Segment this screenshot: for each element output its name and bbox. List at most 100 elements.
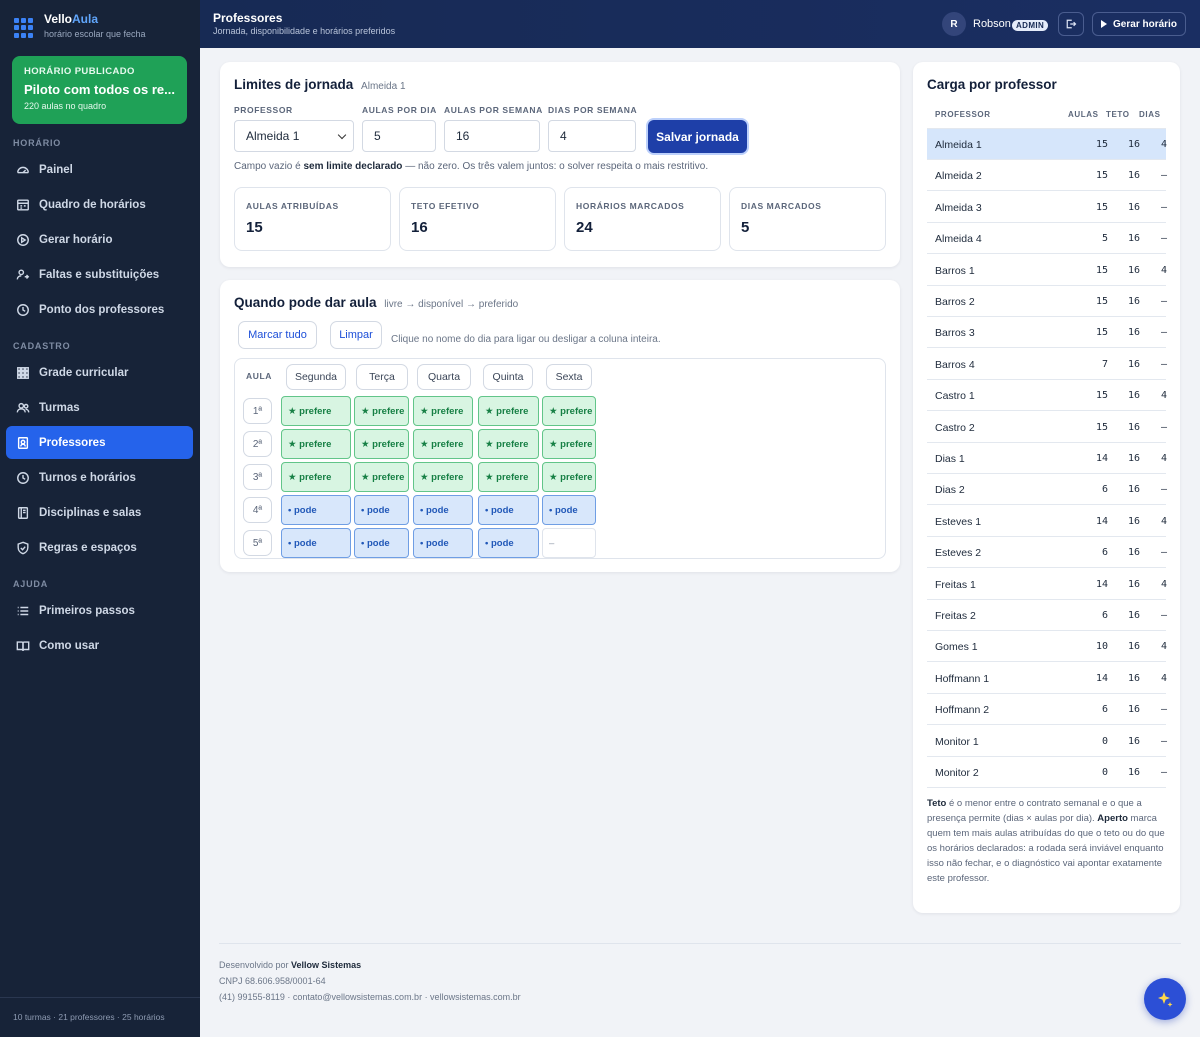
- availability-cell[interactable]: • pode: [354, 528, 409, 558]
- day-toggle-segunda[interactable]: Segunda: [286, 364, 346, 390]
- table-row[interactable]: Barros 1 15 16 4: [927, 255, 1167, 286]
- save-workload-button[interactable]: Salvar jornada: [648, 120, 747, 153]
- nav-item-como-usar[interactable]: Como usar: [6, 629, 193, 662]
- day-toggle-terca[interactable]: Terça: [356, 364, 408, 390]
- availability-cell[interactable]: • pode: [354, 495, 409, 525]
- day-toggle-sexta[interactable]: Sexta: [546, 364, 592, 390]
- table-row[interactable]: Almeida 4 5 16 –: [927, 223, 1167, 255]
- table-row[interactable]: Almeida 3 15 16 –: [927, 192, 1167, 223]
- nav-item-regras[interactable]: Regras e espaços: [6, 531, 193, 564]
- avatar[interactable]: R: [942, 12, 966, 36]
- per-day-input[interactable]: 5: [362, 120, 436, 152]
- stat-value: 24: [576, 219, 593, 236]
- table-row[interactable]: Dias 1 14 16 4: [927, 443, 1167, 474]
- slot-row-label[interactable]: 3ª: [243, 464, 272, 490]
- availability-cell[interactable]: –: [542, 528, 596, 558]
- assigned-lessons: 15: [1095, 327, 1108, 339]
- grid-icon: [15, 365, 30, 380]
- nav-item-grade[interactable]: Grade curricular: [6, 356, 193, 389]
- nav-item-gerar[interactable]: Gerar horário: [6, 223, 193, 256]
- effective-cap: 16: [1127, 233, 1140, 245]
- marked-days: –: [1160, 547, 1167, 559]
- availability-cell[interactable]: ★ prefere: [354, 429, 409, 459]
- effective-cap: 16: [1127, 390, 1140, 402]
- day-toggle-quarta[interactable]: Quarta: [417, 364, 471, 390]
- availability-cell[interactable]: ★ prefere: [542, 429, 596, 459]
- nav-item-painel[interactable]: Painel: [6, 153, 193, 186]
- professor-select[interactable]: Almeida 1: [234, 120, 354, 152]
- table-row[interactable]: Esteves 1 14 16 4: [927, 506, 1167, 537]
- availability-cell[interactable]: ★ prefere: [478, 396, 539, 426]
- slot-row-label[interactable]: 5ª: [243, 530, 272, 556]
- table-row[interactable]: Hoffmann 2 6 16 –: [927, 694, 1167, 726]
- availability-cell[interactable]: • pode: [542, 495, 596, 525]
- contact-info[interactable]: (41) 99155-8119 · contato@vellowsistemas…: [219, 992, 521, 1002]
- availability-cell[interactable]: • pode: [478, 528, 539, 558]
- assigned-lessons: 15: [1095, 264, 1108, 276]
- per-week-input[interactable]: 16: [444, 120, 540, 152]
- availability-cell[interactable]: ★ prefere: [542, 462, 596, 492]
- assigned-lessons: 15: [1095, 390, 1108, 402]
- table-row[interactable]: Almeida 2 15 16 –: [927, 160, 1167, 192]
- generate-schedule-button[interactable]: Gerar horário: [1092, 12, 1186, 36]
- availability-cell[interactable]: ★ prefere: [478, 429, 539, 459]
- table-row[interactable]: Monitor 2 0 16 –: [927, 757, 1167, 788]
- book-icon: [15, 505, 30, 520]
- availability-cell[interactable]: • pode: [478, 495, 539, 525]
- availability-cell[interactable]: ★ prefere: [413, 396, 473, 426]
- availability-cell[interactable]: • pode: [281, 495, 351, 525]
- availability-cell[interactable]: ★ prefere: [281, 396, 351, 426]
- nav-section-horario: HORÁRIO: [13, 138, 62, 148]
- grid-logo-icon: [14, 18, 34, 38]
- nav-item-quadro[interactable]: Quadro de horários: [6, 188, 193, 221]
- nav-item-professores[interactable]: Professores: [6, 426, 193, 459]
- table-row[interactable]: Esteves 2 6 16 –: [927, 537, 1167, 569]
- table-row[interactable]: Barros 4 7 16 –: [927, 349, 1167, 380]
- mark-all-button[interactable]: Marcar tudo: [238, 321, 317, 349]
- availability-cell[interactable]: ★ prefere: [354, 462, 409, 492]
- table-row[interactable]: Monitor 1 0 16 –: [927, 726, 1167, 757]
- logout-button[interactable]: [1058, 12, 1084, 36]
- logout-icon: [1066, 19, 1077, 29]
- clear-button[interactable]: Limpar: [330, 321, 382, 349]
- slot-row-label[interactable]: 2ª: [243, 431, 272, 457]
- marked-days: –: [1160, 327, 1167, 339]
- slot-row-label[interactable]: 1ª: [243, 398, 272, 424]
- availability-cell[interactable]: • pode: [413, 528, 473, 558]
- availability-cell[interactable]: ★ prefere: [478, 462, 539, 492]
- nav-item-primeiros-passos[interactable]: Primeiros passos: [6, 594, 193, 627]
- assistant-fab-button[interactable]: [1144, 978, 1186, 1020]
- brand[interactable]: VelloAula horário escolar que fecha: [14, 12, 146, 39]
- availability-cell[interactable]: ★ prefere: [281, 429, 351, 459]
- day-toggle-quinta[interactable]: Quinta: [483, 364, 533, 390]
- availability-cell[interactable]: • pode: [281, 528, 351, 558]
- table-row[interactable]: Castro 1 15 16 4: [927, 380, 1167, 412]
- table-row[interactable]: Dias 2 6 16 –: [927, 474, 1167, 506]
- availability-cell[interactable]: ★ prefere: [413, 429, 473, 459]
- slot-row-label[interactable]: 4ª: [243, 497, 272, 523]
- teacher-name: Barros 2: [935, 296, 975, 308]
- days-week-input[interactable]: 4: [548, 120, 636, 152]
- table-row[interactable]: Castro 2 15 16 –: [927, 412, 1167, 443]
- availability-cell[interactable]: ★ prefere: [354, 396, 409, 426]
- nav-item-faltas[interactable]: Faltas e substituições: [6, 258, 193, 291]
- table-row[interactable]: Freitas 1 14 16 4: [927, 569, 1167, 600]
- table-row[interactable]: Barros 3 15 16 –: [927, 317, 1167, 349]
- nav-item-disciplinas[interactable]: Disciplinas e salas: [6, 496, 193, 529]
- table-row[interactable]: Freitas 2 6 16 –: [927, 600, 1167, 631]
- nav-item-turmas[interactable]: Turmas: [6, 391, 193, 424]
- availability-cell[interactable]: • pode: [413, 495, 473, 525]
- availability-cell[interactable]: ★ prefere: [542, 396, 596, 426]
- table-row[interactable]: Hoffmann 1 14 16 4: [927, 663, 1167, 694]
- published-schedule-card[interactable]: HORÁRIO PUBLICADO Piloto com todos os re…: [12, 56, 187, 124]
- teacher-name: Monitor 1: [935, 735, 979, 748]
- table-row[interactable]: Barros 2 15 16 –: [927, 286, 1167, 317]
- nav-item-ponto[interactable]: Ponto dos professores: [6, 293, 193, 326]
- availability-cell[interactable]: ★ prefere: [281, 462, 351, 492]
- shield-icon: [15, 540, 30, 555]
- table-row[interactable]: Almeida 1 15 16 4: [927, 129, 1167, 160]
- availability-cell[interactable]: ★ prefere: [413, 462, 473, 492]
- table-row[interactable]: Gomes 1 10 16 4: [927, 631, 1167, 663]
- nav-item-turnos[interactable]: Turnos e horários: [6, 461, 193, 494]
- nav-label: Gerar horário: [39, 233, 113, 246]
